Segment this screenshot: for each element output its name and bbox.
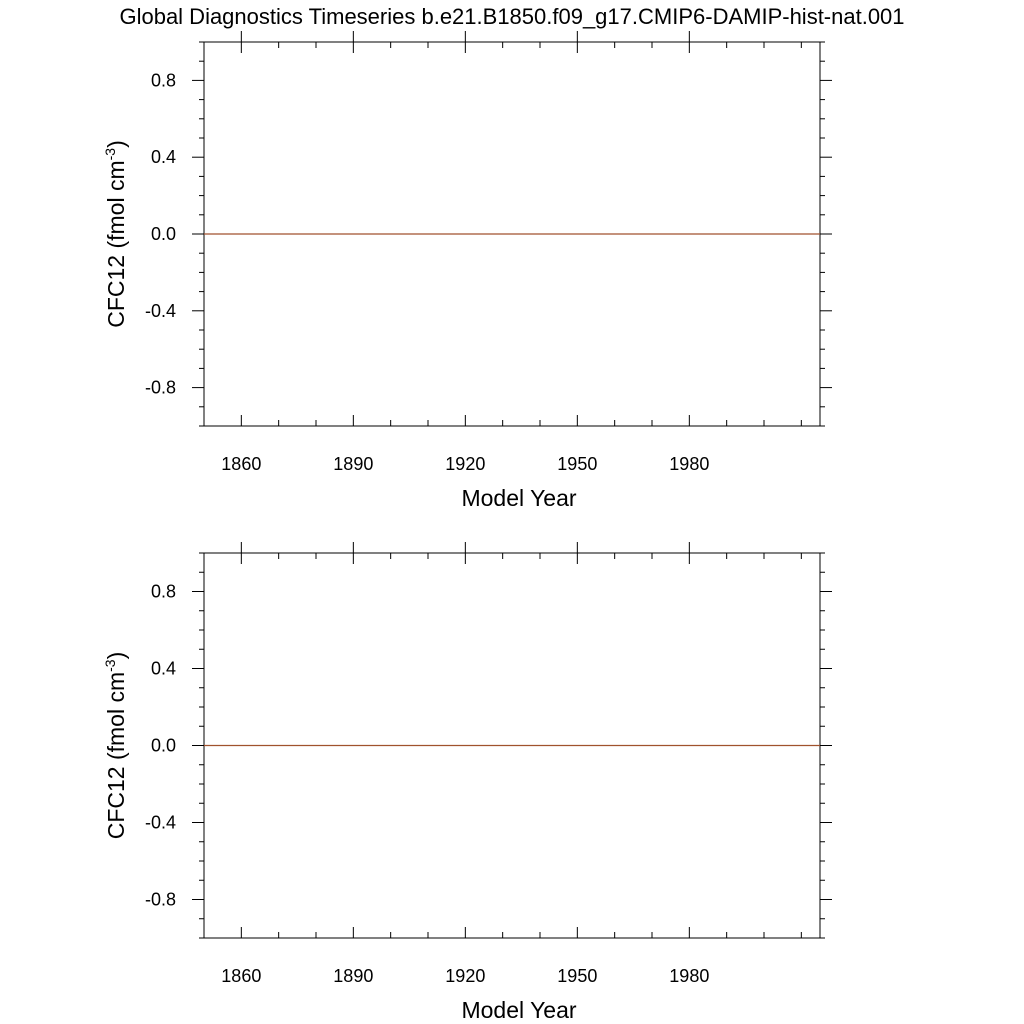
chart-panel-bottom: 1860 1890 1920 1950 1980 0.8 0.4 0.0 -0.4 -0.8 Mod… — [102, 542, 832, 1023]
chart-panel-top: 1860 1890 1920 1950 1980 0.8 0.4 0.0 -0.4 -0.8 Mod… — [102, 31, 832, 511]
x-axis-label: Model Year — [461, 997, 576, 1023]
x-tick-label: 1950 — [557, 454, 597, 474]
y-tick-label: -0.8 — [145, 890, 176, 910]
y-tick-label: 0.8 — [151, 582, 176, 602]
y-tick-label: -0.8 — [145, 378, 176, 398]
y-tick-label: 0.4 — [151, 147, 176, 167]
y-axis-label: CFC12 (fmol cm-3) — [102, 140, 129, 328]
x-tick-label: 1980 — [669, 454, 709, 474]
x-tick-label: 1860 — [221, 966, 261, 986]
y-tick-label: 0.0 — [151, 224, 176, 244]
x-tick-label: 1890 — [333, 966, 373, 986]
x-tick-label: 1950 — [557, 966, 597, 986]
y-tick-label: -0.4 — [145, 301, 176, 321]
y-tick-label: 0.4 — [151, 659, 176, 679]
y-tick-label: -0.4 — [145, 813, 176, 833]
figure-title: Global Diagnostics Timeseries b.e21.B185… — [119, 4, 904, 29]
x-tick-label: 1920 — [445, 966, 485, 986]
y-axis-label: CFC12 (fmol cm-3) — [102, 652, 129, 840]
x-tick-label: 1860 — [221, 454, 261, 474]
x-tick-label: 1980 — [669, 966, 709, 986]
x-axis-label: Model Year — [461, 485, 576, 511]
x-tick-label: 1920 — [445, 454, 485, 474]
x-tick-label: 1890 — [333, 454, 373, 474]
y-tick-label: 0.0 — [151, 736, 176, 756]
y-tick-label: 0.8 — [151, 70, 176, 90]
